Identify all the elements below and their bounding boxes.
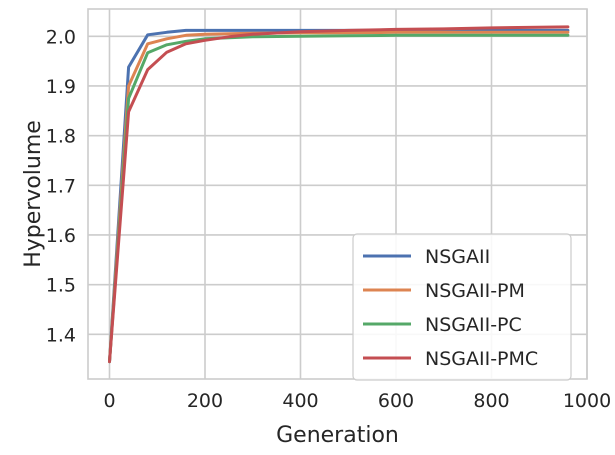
- y-tick-label: 1.7: [46, 175, 76, 197]
- series-line-nsgaii-pmc: [108, 25, 570, 364]
- x-tick-label: 200: [187, 390, 223, 412]
- y-tick-label: 1.4: [46, 324, 76, 346]
- y-tick-label: 1.8: [46, 126, 76, 148]
- y-tick-label: 1.6: [46, 225, 76, 247]
- legend-label: NSGAII: [425, 246, 490, 268]
- legend-label: NSGAII-PM: [425, 280, 525, 302]
- y-axis-label: Hypervolume: [21, 120, 46, 268]
- series-group: [108, 25, 570, 364]
- series-line-nsgaii-pc: [108, 33, 570, 364]
- y-tick-label: 1.9: [46, 76, 76, 98]
- x-axis-label: Generation: [276, 423, 399, 448]
- x-tick-label: 1000: [563, 390, 611, 412]
- x-tick-label: 0: [103, 390, 115, 412]
- x-tick-label: 400: [282, 390, 318, 412]
- y-tick-label: 2.0: [46, 26, 76, 48]
- legend: NSGAII NSGAII-PM NSGAII-PC NSGAII-PMC: [352, 233, 572, 381]
- y-tick-label: 1.5: [46, 275, 76, 297]
- x-tick-label: 800: [473, 390, 509, 412]
- y-tick-labels: 1.4 1.5 1.6 1.7 1.8 1.9 2.0: [46, 26, 76, 346]
- legend-label: NSGAII-PMC: [425, 348, 538, 370]
- x-tick-labels: 0 200 400 600 800 1000: [103, 390, 611, 412]
- legend-box: [352, 233, 572, 381]
- legend-label: NSGAII-PC: [425, 314, 522, 336]
- x-tick-label: 600: [378, 390, 414, 412]
- plot-frame: [87, 8, 588, 380]
